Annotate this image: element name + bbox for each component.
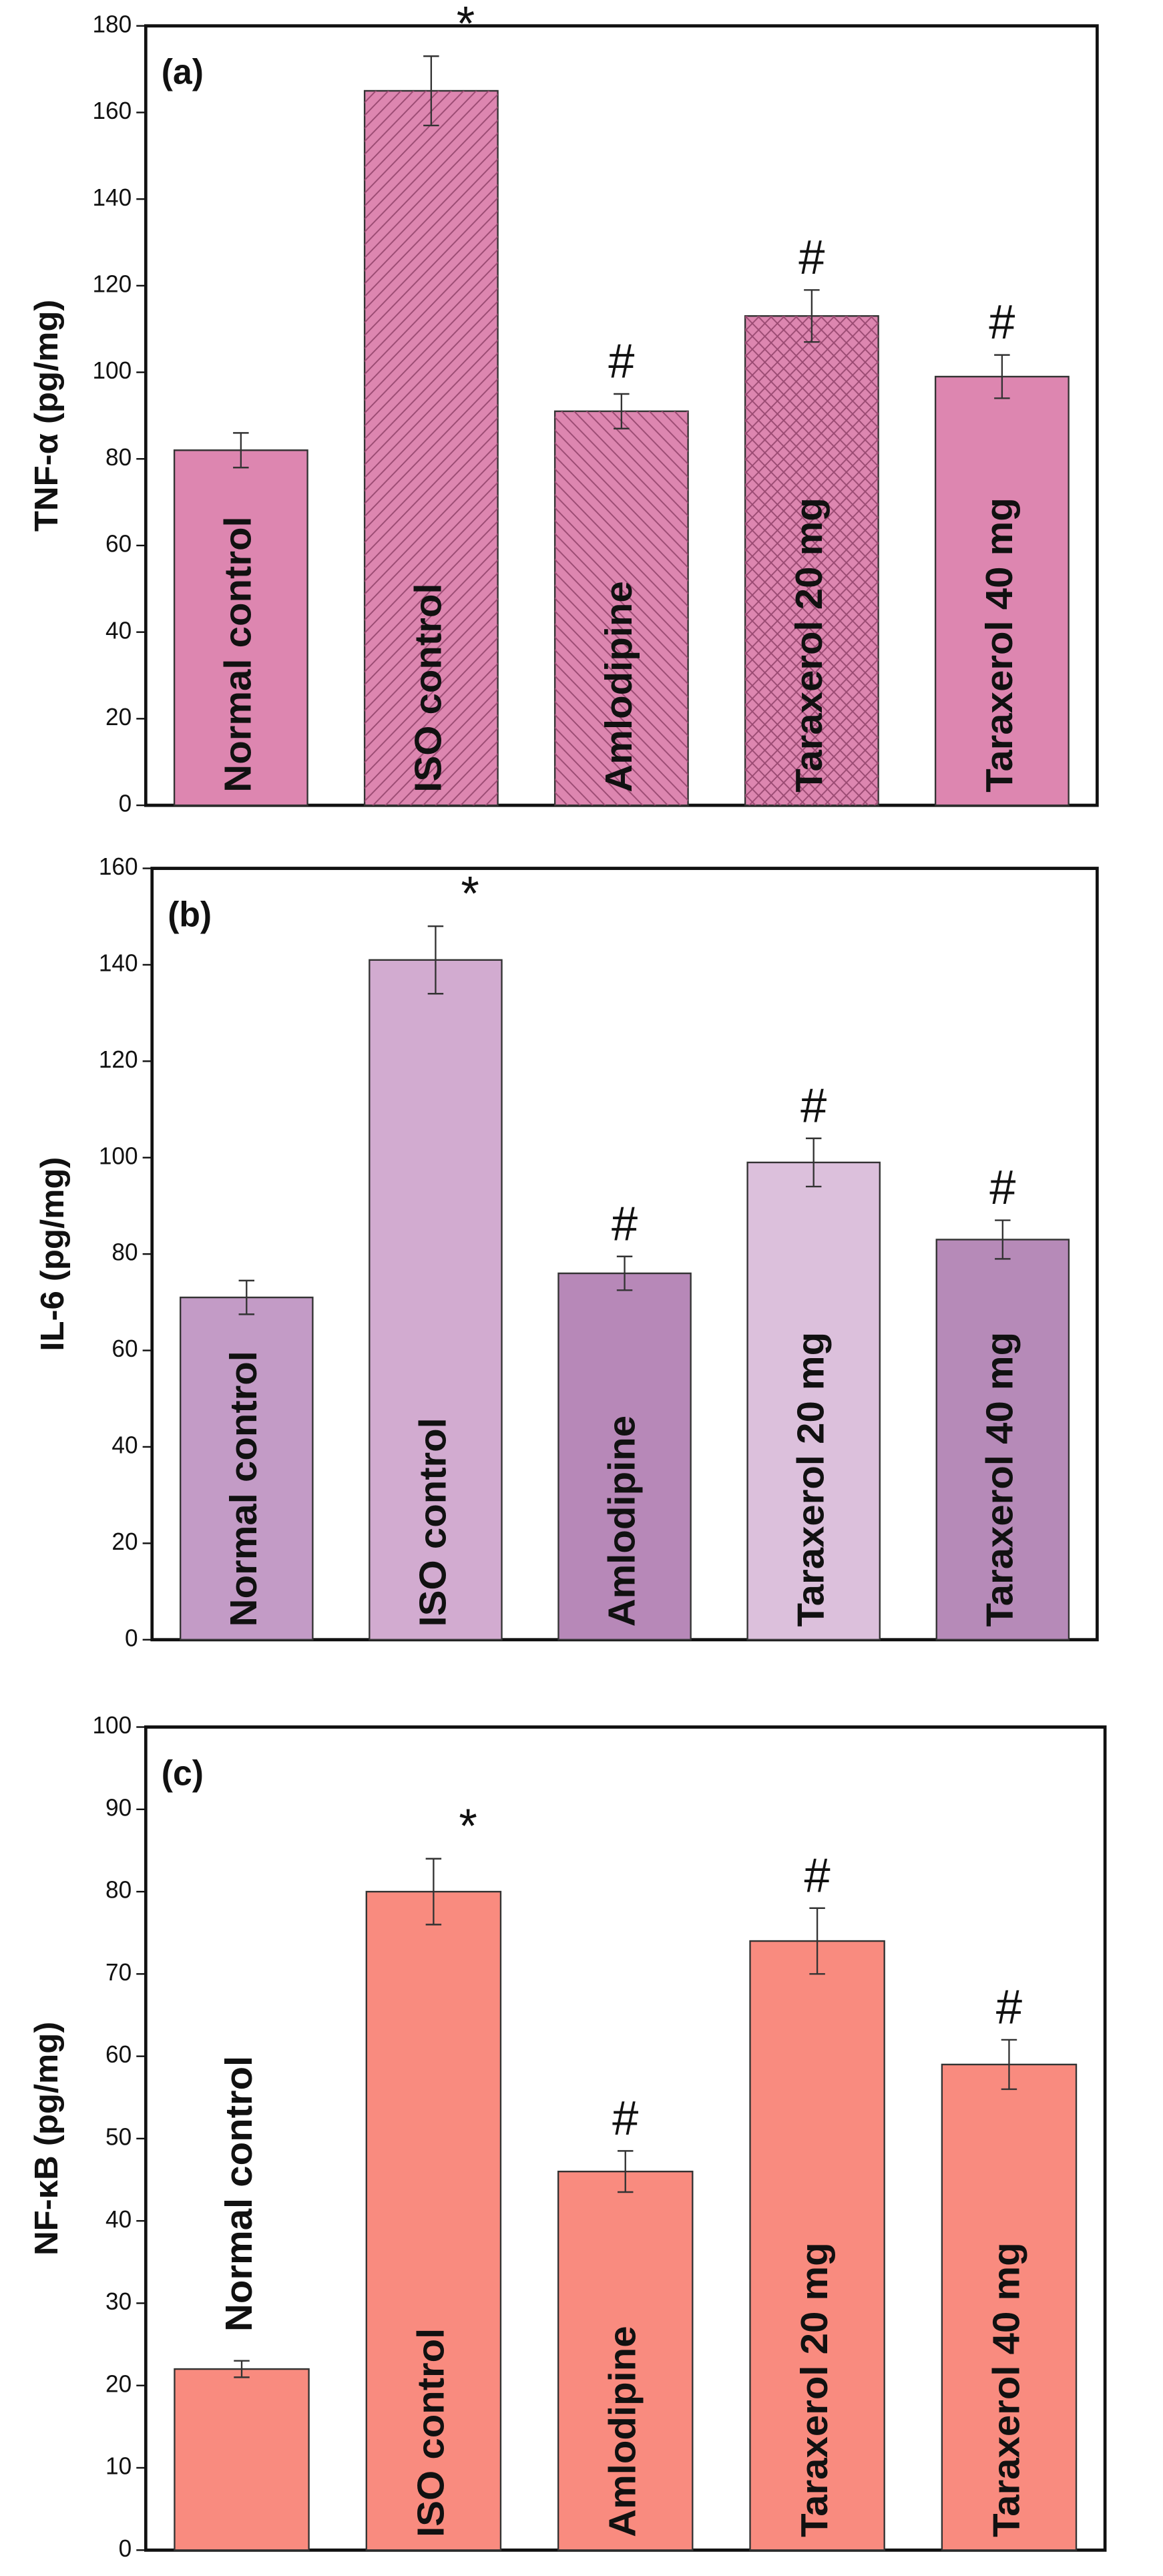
y-tick-label: 0 xyxy=(119,790,132,817)
error-bar xyxy=(804,289,820,343)
bar-hatch xyxy=(555,411,688,806)
error-bar xyxy=(423,55,439,127)
bar xyxy=(746,1161,881,1641)
y-tick-label: 20 xyxy=(105,703,132,730)
error-bar xyxy=(425,1858,442,1926)
y-tick-label: 140 xyxy=(92,184,132,211)
error-bar xyxy=(995,1219,1011,1260)
annotation: # xyxy=(798,230,825,284)
category-label: Taraxerol 40 mg xyxy=(979,497,1021,792)
y-tick-label: 40 xyxy=(111,1432,138,1459)
y-tick-label: 30 xyxy=(105,2288,132,2316)
bar-hatch xyxy=(745,316,879,806)
category-label: ISO control xyxy=(410,2328,452,2537)
y-tick-label: 100 xyxy=(99,1142,138,1170)
y-tick-label: 40 xyxy=(105,617,132,644)
category-label: Taraxerol 20 mg xyxy=(790,1332,832,1627)
annotation: # xyxy=(989,295,1015,349)
y-tick-label: 60 xyxy=(105,530,132,558)
annotation: # xyxy=(800,1078,827,1132)
annotation: # xyxy=(612,1197,638,1251)
y-tick-label: 140 xyxy=(99,949,138,977)
annotation: * xyxy=(459,1799,477,1853)
category-label: Amlodipine xyxy=(601,1416,643,1627)
y-tick-label: 60 xyxy=(105,2041,132,2069)
error-bar xyxy=(805,1137,822,1188)
y-axis-label: TNF-α (pg/mg) xyxy=(28,300,65,532)
annotation: * xyxy=(457,0,475,51)
category-label: Amlodipine xyxy=(602,2326,644,2537)
bar xyxy=(934,375,1070,807)
y-tick-label: 90 xyxy=(105,1794,132,1821)
category-label: Normal control xyxy=(223,1351,265,1627)
y-tick-label: 160 xyxy=(99,853,138,881)
y-tick-label: 20 xyxy=(105,2370,132,2398)
error-bar xyxy=(234,2360,250,2378)
annotation: # xyxy=(608,335,634,389)
annotation: # xyxy=(804,1848,831,1902)
y-tick-label: 50 xyxy=(105,2123,132,2151)
panel-label: (a) xyxy=(162,53,204,92)
bar xyxy=(941,2063,1078,2551)
bar xyxy=(935,1239,1070,1641)
bar xyxy=(557,1272,692,1641)
category-label: Normal control xyxy=(218,516,260,792)
error-bar xyxy=(233,432,249,469)
category-label: Taraxerol 40 mg xyxy=(985,2242,1027,2537)
bar xyxy=(173,449,308,807)
error-bar xyxy=(427,925,444,995)
error-bar xyxy=(809,1907,825,1975)
error-bar xyxy=(238,1279,255,1315)
annotation: # xyxy=(612,2091,638,2145)
y-tick-label: 0 xyxy=(119,2535,132,2562)
annotation: * xyxy=(461,867,479,921)
bar xyxy=(369,959,503,1641)
y-tick-label: 160 xyxy=(92,97,132,125)
y-tick-label: 40 xyxy=(105,2205,132,2233)
error-bar xyxy=(1001,2038,1017,2091)
y-tick-label: 20 xyxy=(111,1528,138,1555)
annotation: # xyxy=(996,1980,1022,2034)
panel-label: (b) xyxy=(168,895,212,935)
y-tick-label: 70 xyxy=(105,1958,132,1986)
error-bar xyxy=(616,1255,633,1291)
y-axis-label: NF-κB (pg/mg) xyxy=(28,2022,65,2256)
y-tick-label: 100 xyxy=(92,357,132,385)
error-bar xyxy=(617,2150,634,2193)
category-label: Amlodipine xyxy=(598,581,640,792)
y-tick-label: 60 xyxy=(111,1335,138,1363)
error-bar xyxy=(994,354,1010,399)
error-bar xyxy=(614,393,630,430)
y-axis-label: IL-6 (pg/mg) xyxy=(34,1157,71,1351)
panel-label: (c) xyxy=(162,1754,204,1793)
y-tick-label: 80 xyxy=(111,1239,138,1266)
category-label: ISO control xyxy=(408,583,450,792)
y-tick-label: 0 xyxy=(125,1625,138,1652)
bar xyxy=(174,2368,310,2551)
y-tick-label: 80 xyxy=(105,443,132,471)
category-label: Taraxerol 40 mg xyxy=(979,1332,1021,1627)
y-tick-label: 180 xyxy=(92,11,132,38)
category-label: Taraxerol 20 mg xyxy=(794,2242,836,2537)
bar-hatch xyxy=(365,91,498,806)
y-tick-label: 120 xyxy=(99,1046,138,1073)
bar xyxy=(557,2170,694,2551)
y-tick-label: 120 xyxy=(92,270,132,298)
y-tick-label: 100 xyxy=(92,1712,132,1739)
category-label: ISO control xyxy=(412,1418,454,1627)
category-label: Normal control xyxy=(218,2056,260,2332)
annotation: # xyxy=(989,1160,1015,1215)
y-tick-label: 80 xyxy=(105,1876,132,1904)
category-label: Taraxerol 20 mg xyxy=(788,497,831,792)
y-tick-label: 10 xyxy=(105,2452,132,2480)
